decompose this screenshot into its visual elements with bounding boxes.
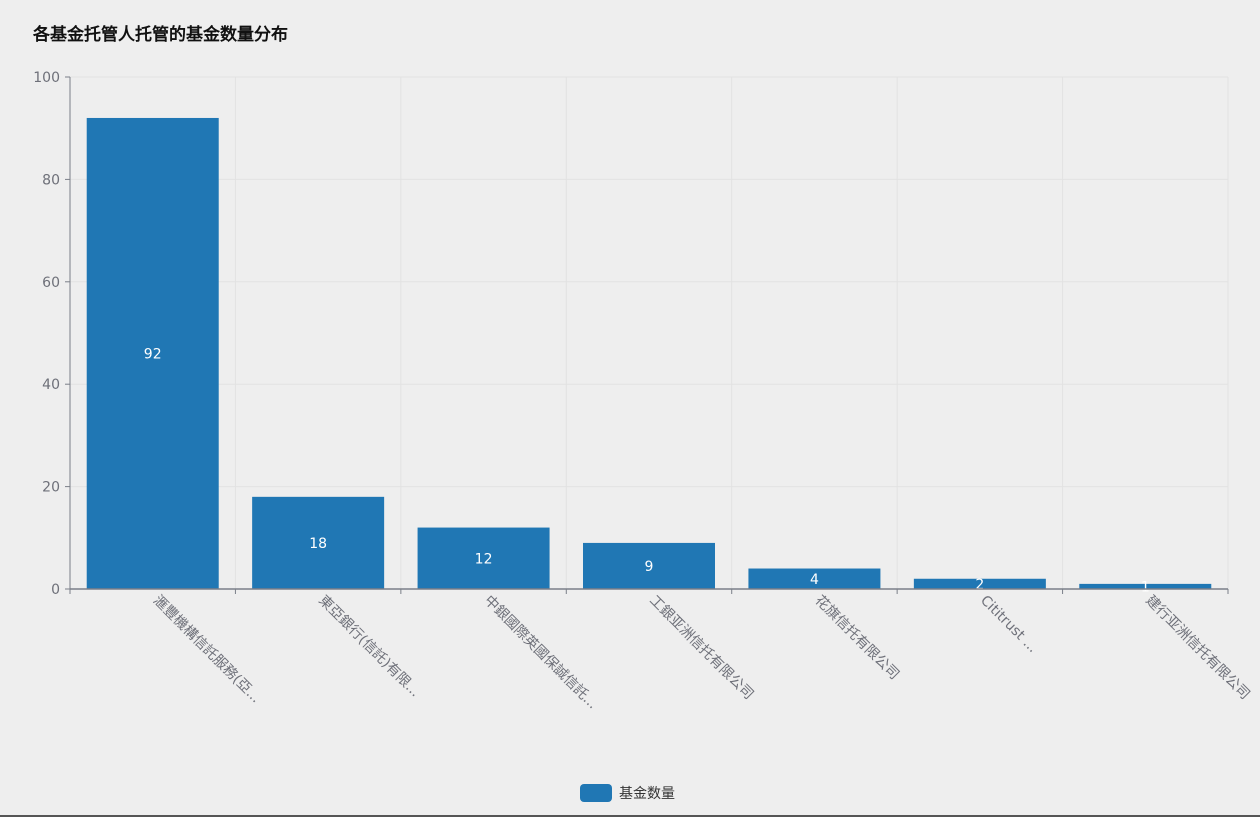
legend-swatch: [580, 784, 612, 802]
x-tick-label: 中銀國際英國保誠信託...: [481, 592, 601, 712]
bar-value-label: 9: [645, 559, 654, 575]
bar-value-label: 4: [810, 572, 819, 588]
x-tick-label: Cititrust ...: [977, 593, 1040, 656]
bar-value-label: 12: [475, 551, 493, 567]
y-tick-label: 0: [51, 582, 60, 598]
chart-title: 各基金托管人托管的基金数量分布: [33, 25, 288, 45]
bar-value-label: 92: [144, 346, 162, 362]
bar[interactable]: [252, 496, 385, 589]
bar[interactable]: [748, 568, 881, 589]
legend[interactable]: 基金数量: [580, 783, 675, 803]
bottom-divider: [0, 815, 1260, 817]
bar-value-label: 18: [309, 536, 327, 552]
bar-value-label: 2: [975, 577, 984, 593]
bar-value-label: 1: [1141, 579, 1150, 595]
bar[interactable]: [417, 527, 550, 589]
y-tick-label: 20: [42, 480, 60, 496]
y-tick-label: 60: [42, 275, 60, 291]
bar[interactable]: [1079, 583, 1212, 589]
x-tick-label: 東亞銀行(信託)有限...: [315, 593, 423, 701]
y-tick-label: 80: [42, 172, 60, 188]
x-tick-label: 建行亚洲信托有限公司: [1142, 593, 1252, 703]
bar[interactable]: [913, 578, 1046, 589]
legend-label: 基金数量: [619, 786, 675, 802]
x-tick-label: 工銀亚洲信托有限公司: [646, 593, 756, 703]
x-tick-label: 滙豐機構信託服務(亞...: [150, 593, 264, 707]
bar[interactable]: [583, 542, 715, 589]
y-tick-label: 100: [33, 70, 60, 86]
y-tick-label: 40: [42, 377, 60, 393]
x-tick-label: 花旗信托有限公司: [812, 593, 903, 684]
bar[interactable]: [86, 117, 219, 590]
